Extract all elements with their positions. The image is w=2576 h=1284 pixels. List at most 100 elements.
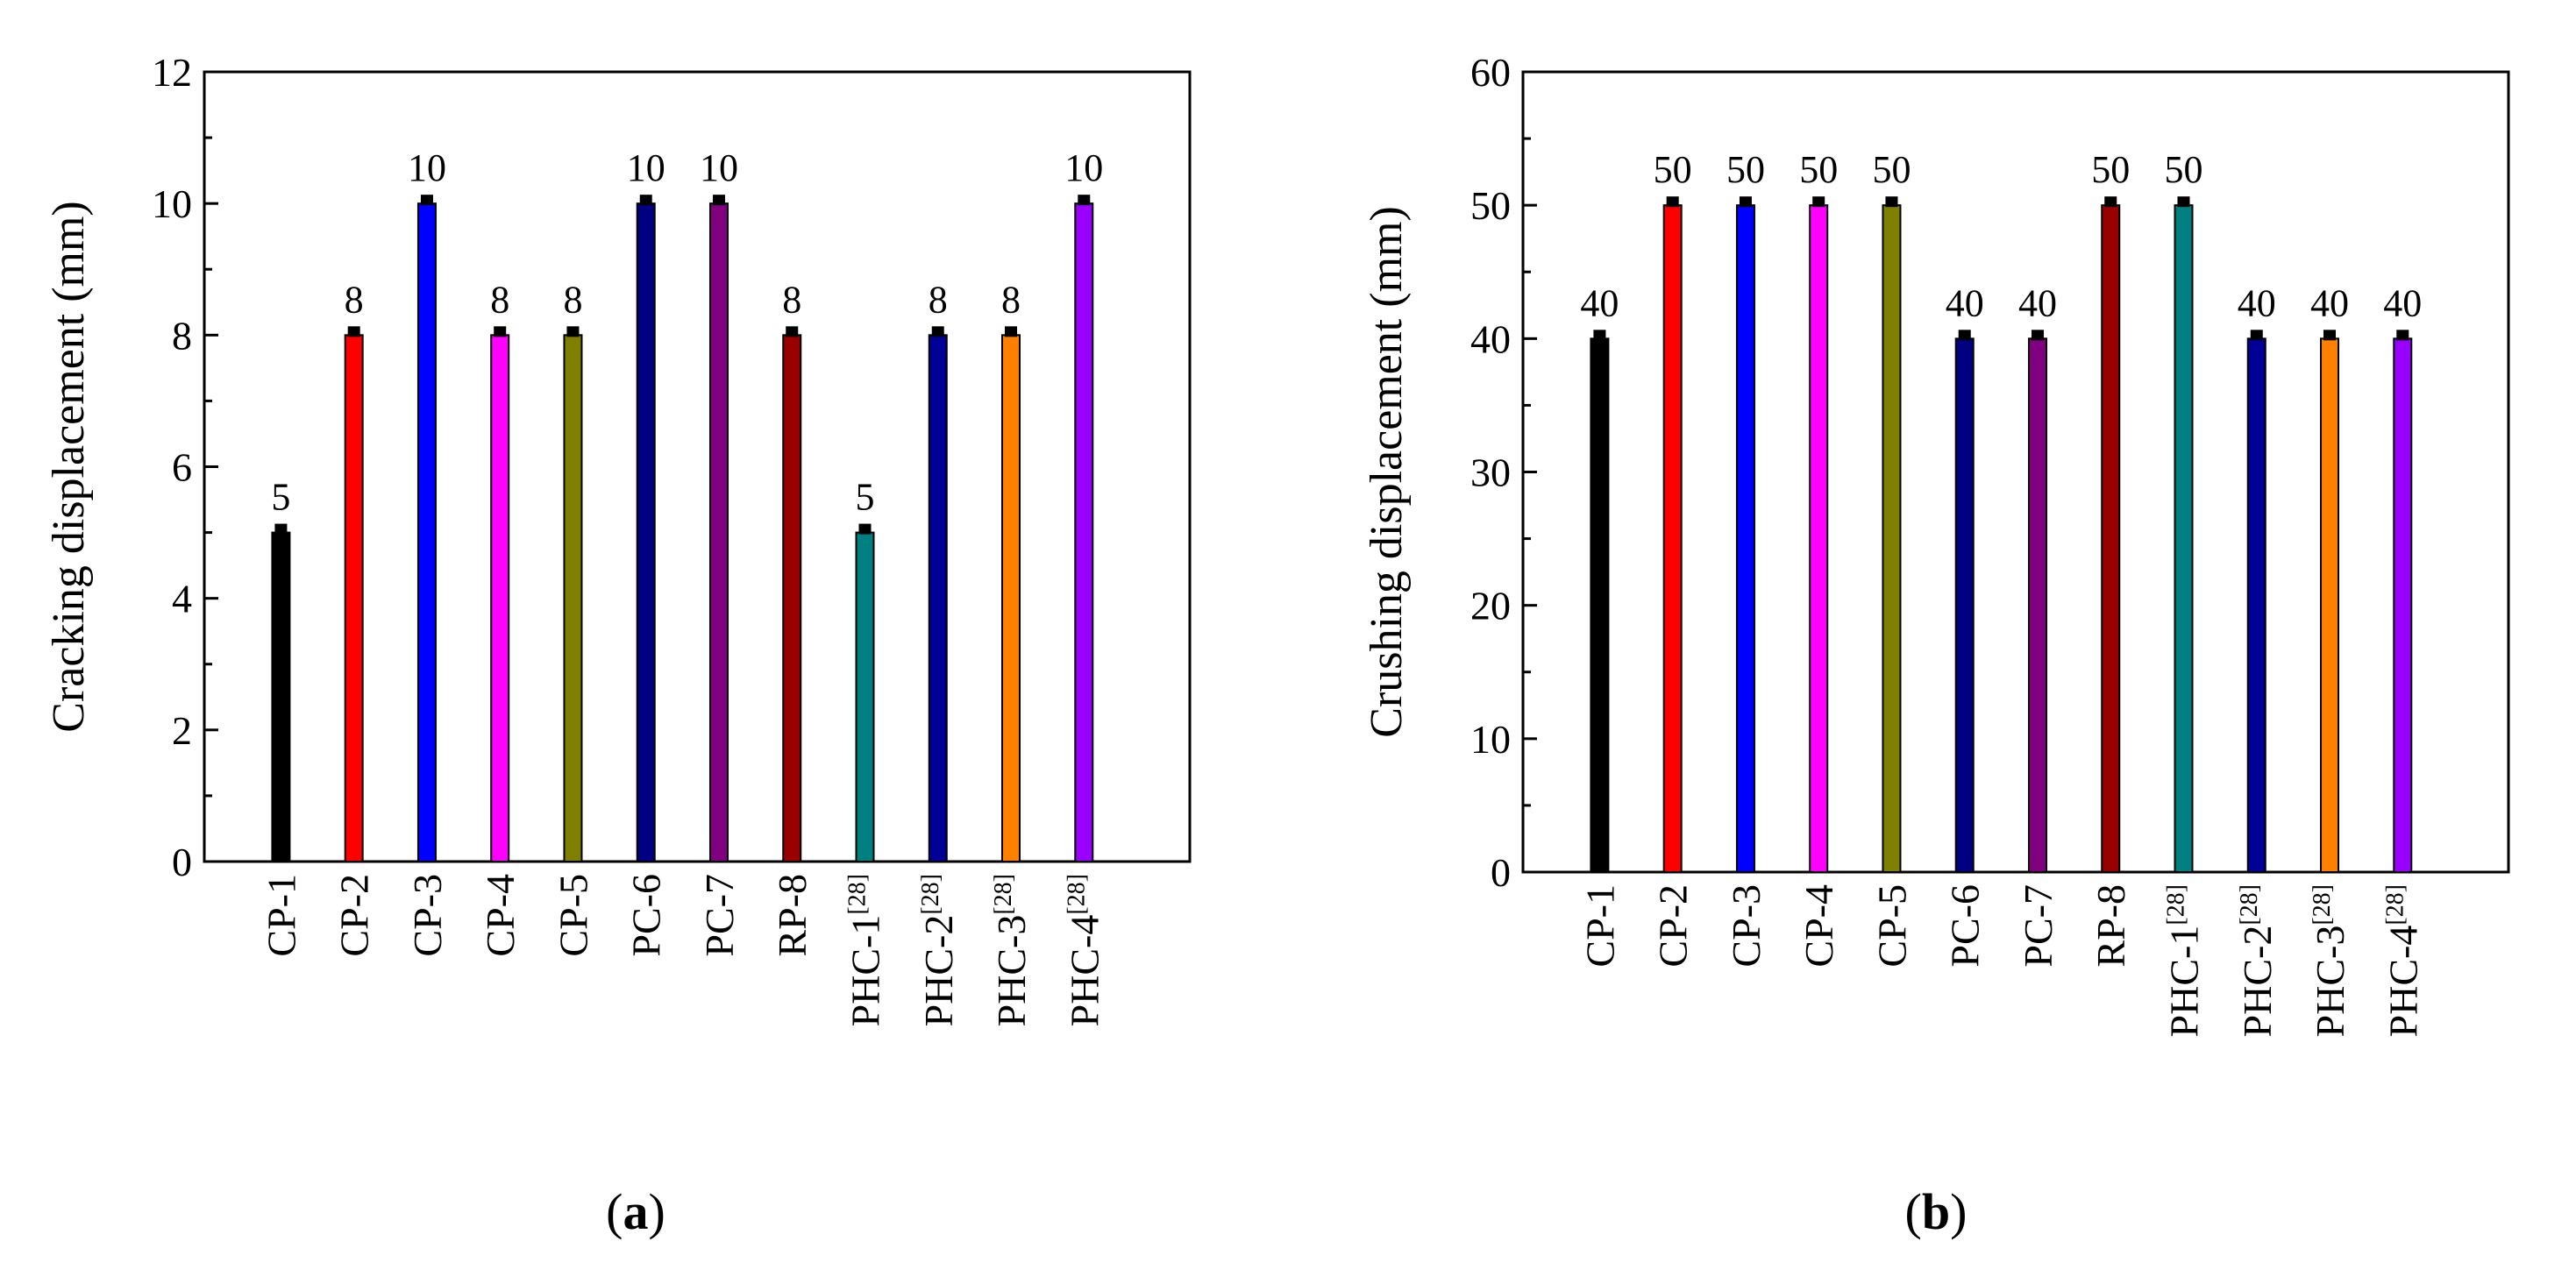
data-label: 8 — [1001, 278, 1021, 321]
data-label: 50 — [1799, 148, 1838, 191]
data-label: 40 — [1580, 281, 1619, 324]
y-tick-label: 8 — [172, 313, 192, 358]
error-bar — [2396, 330, 2409, 341]
data-label: 40 — [2310, 281, 2349, 324]
error-bar — [566, 326, 580, 337]
error-bar — [1739, 196, 1752, 208]
bar-cp-2 — [1662, 204, 1683, 873]
error-bar — [274, 523, 288, 535]
bar-phc-4 — [2393, 337, 2413, 874]
bar-pc-6 — [1954, 337, 1975, 874]
data-label: 50 — [2091, 148, 2130, 191]
bar-cp-5 — [1882, 204, 1902, 873]
bar-pc-6 — [636, 202, 656, 862]
error-bar — [931, 326, 944, 337]
error-bar — [1812, 196, 1825, 208]
bar-phc-3 — [1001, 334, 1021, 863]
data-label: 50 — [1872, 148, 1911, 191]
error-bar — [1078, 195, 1091, 206]
bar-phc-1 — [2174, 204, 2194, 873]
data-label: 40 — [1946, 281, 1984, 324]
category-label: CP-5 — [551, 874, 595, 957]
category-label: PHC-2[28] — [2235, 884, 2280, 1037]
panel-label: (b) — [1905, 1183, 1968, 1240]
error-bar — [1885, 196, 1898, 208]
data-label: 10 — [408, 146, 446, 189]
data-label: 8 — [563, 278, 582, 321]
bar-phc-4 — [1074, 202, 1094, 862]
bar-cp-1 — [1590, 337, 1610, 874]
bar-cp-3 — [416, 202, 437, 862]
error-bar — [858, 523, 872, 535]
data-label: 8 — [929, 278, 948, 321]
data-label: 40 — [2238, 281, 2276, 324]
panel-a-chart: 0 2 4 6 8 10 12 5 CP-1 8 CP-2 10 CP-3 8 CP-4 8 CP-5 10 PC-… — [44, 50, 1192, 1240]
y-tick-label: 10 — [152, 181, 192, 226]
error-bar — [1005, 326, 1018, 337]
data-label: 40 — [2383, 281, 2422, 324]
category-label: PC-7 — [697, 874, 742, 957]
category-label: RP-8 — [2089, 884, 2133, 968]
category-label: CP-3 — [1724, 884, 1768, 968]
data-label: 10 — [627, 146, 665, 189]
data-label: 5 — [271, 476, 290, 519]
bar-phc-2 — [928, 334, 948, 863]
y-tick-label: 4 — [172, 577, 192, 621]
y-tick-label: 0 — [172, 840, 192, 884]
y-tick-label: 0 — [1491, 850, 1511, 895]
category-label: PC-7 — [2016, 884, 2060, 968]
panel-label: (a) — [606, 1183, 665, 1240]
bar-pc-7 — [708, 202, 729, 862]
category-label: CP-4 — [1797, 884, 1841, 968]
y-tick-label: 10 — [1470, 717, 1511, 762]
category-label: PHC-1[28] — [843, 874, 887, 1026]
error-bar — [2031, 330, 2044, 341]
y-tick-label: 50 — [1470, 183, 1511, 228]
data-label: 40 — [2018, 281, 2057, 324]
error-bar — [2250, 330, 2263, 341]
bar-cp-4 — [1809, 204, 1829, 873]
bar-cp-1 — [271, 531, 291, 862]
category-label: CP-1 — [1577, 884, 1622, 968]
error-bar — [639, 195, 652, 206]
error-bar — [2104, 196, 2117, 208]
panel-b-chart: 0 10 20 30 40 50 60 40 CP-1 50 CP-2 50 CP-3 50 CP-4 50 C… — [1362, 50, 2510, 1240]
error-bar — [786, 326, 799, 337]
category-label: CP-4 — [478, 874, 523, 957]
error-bar — [347, 326, 360, 337]
data-label: 10 — [1064, 146, 1103, 189]
data-label: 50 — [2164, 148, 2202, 191]
category-label: PC-6 — [624, 874, 669, 957]
category-label: PHC-3[28] — [989, 874, 1034, 1026]
bar-phc-1 — [855, 531, 875, 862]
category-label: CP-5 — [1869, 884, 1914, 968]
data-label: 5 — [855, 476, 874, 519]
error-bar — [712, 195, 725, 206]
error-bar — [1593, 330, 1606, 341]
category-label: CP-3 — [405, 874, 450, 957]
bar-rp-8 — [2101, 204, 2121, 873]
data-label: 8 — [782, 278, 801, 321]
category-label: PHC-3[28] — [2308, 884, 2352, 1037]
y-tick-label: 20 — [1470, 584, 1511, 628]
category-label: CP-2 — [332, 874, 377, 957]
y-tick-label: 2 — [172, 708, 192, 753]
bar-cp-3 — [1735, 204, 1755, 873]
category-label: RP-8 — [770, 874, 815, 957]
bar-phc-2 — [2246, 337, 2266, 874]
error-bar — [420, 195, 433, 206]
error-bar — [2323, 330, 2337, 341]
category-label: PHC-2[28] — [916, 874, 961, 1026]
y-tick-label: 40 — [1470, 316, 1511, 361]
bar-pc-7 — [2027, 337, 2047, 874]
data-label: 8 — [345, 278, 364, 321]
y-axis-title: Cracking displacement (mm) — [44, 201, 94, 732]
error-bar — [1666, 196, 1679, 208]
error-bar — [1958, 330, 1971, 341]
category-label: PC-6 — [1943, 884, 1988, 968]
data-label: 50 — [1654, 148, 1692, 191]
y-tick-label: 12 — [152, 50, 192, 95]
bar-phc-3 — [2320, 337, 2340, 874]
error-bar — [494, 326, 507, 337]
bar-cp-2 — [344, 334, 364, 863]
